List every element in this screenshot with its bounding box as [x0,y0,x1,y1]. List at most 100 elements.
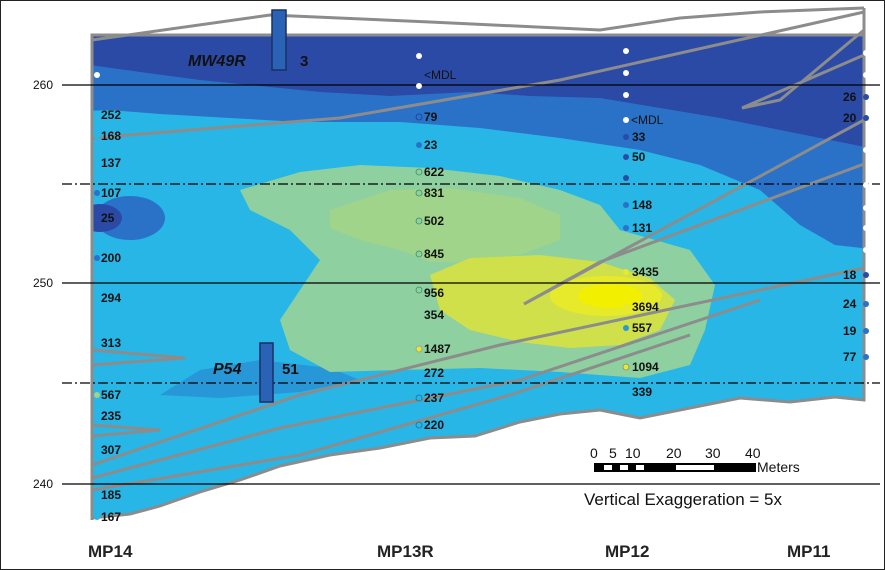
sample-point [863,225,869,231]
value-label: 167 [101,510,121,524]
sample-point [415,113,423,121]
mw49r-value: 3 [300,53,308,70]
sample-point [94,190,100,196]
scale-bar-base [594,463,756,472]
sample-point [623,269,629,275]
well-label-mp11: MP11 [787,542,830,561]
value-label: 24 [843,297,857,311]
value-label: 307 [101,443,121,457]
sample-point [415,168,423,176]
well-label-mp12: MP12 [605,542,649,561]
sample-point [94,255,100,261]
value-label: 20 [843,111,857,125]
value-label: 131 [632,221,652,235]
sample-point [863,301,869,307]
elevation-grid: 260 250 240 [33,78,880,491]
sample-point [94,447,100,453]
boundary-line-6 [91,333,691,492]
contour-blue-right [800,160,864,260]
sample-point [623,117,629,123]
sample-point [863,182,869,188]
sample-point [415,345,423,353]
value-label: 252 [101,108,121,122]
sample-point [622,363,630,371]
sample-point [623,325,629,331]
p54-value: 51 [282,361,299,378]
sample-point [94,392,100,398]
mw49r-label: MW49R [188,53,246,70]
sample-point [863,115,869,121]
scale-tick-label: 5 [609,445,617,461]
sample-point [623,202,629,208]
sample-point [623,92,629,98]
value-label: 77 [843,350,857,364]
sample-point [94,72,100,78]
value-label: 831 [424,186,444,200]
sample-point [94,295,100,301]
boundary-line-5 [91,298,761,480]
mp11-profile: 26 20 18 24 19 77 [843,50,869,364]
sample-point [94,340,100,346]
value-label: 557 [632,321,652,335]
scale-segment [620,465,628,470]
boundary-line-2 [741,28,865,110]
sample-point [623,304,629,310]
sample-point [623,70,629,76]
value-label: 79 [424,110,438,124]
p54-label: P54 [213,361,242,378]
value-label: 50 [632,150,646,164]
sample-point [416,142,422,148]
vertical-exaggeration-note: Vertical Exaggeration = 5x [584,490,782,509]
value-label: 294 [101,291,121,305]
sample-point [94,215,100,221]
sample-point [863,328,869,334]
value-label: 237 [424,391,444,405]
scale-tick-label: 30 [705,445,721,461]
scale-segment [604,465,612,470]
value-label: 18 [843,268,857,282]
scale-tick-label: 20 [666,445,682,461]
mp13r-profile: <MDL 79 23 622 831 502 845 956 354 1487 … [415,53,457,432]
elev-label-240: 240 [33,477,53,491]
value-label: 148 [632,198,652,212]
sample-point [623,48,629,54]
value-label: <MDL [424,68,457,82]
contour-green-light [330,188,560,262]
value-label: 956 [424,286,444,300]
scale-segment [636,465,644,470]
value-label: 845 [424,247,444,261]
scale-tick-label: 10 [625,445,641,461]
well-label-mp14: MP14 [88,542,133,561]
boundary-line-1 [91,10,865,140]
mw49r-screen [271,9,287,71]
value-label: 313 [101,336,121,350]
value-label: 272 [424,366,444,380]
wedge-left-2 [91,423,161,438]
p54-screen [259,342,274,403]
sample-point [863,94,869,100]
value-label: 3694 [632,300,659,314]
scale-segment [676,465,714,470]
value-label: 137 [101,156,121,170]
sample-point [415,394,423,402]
value-label: 235 [101,409,121,423]
sample-point [415,286,423,294]
wedge-left-1 [91,348,186,367]
sample-point [415,189,423,197]
sample-point [94,413,100,419]
monitoring-well-p54: P54 51 [213,342,299,403]
value-label: 339 [632,385,652,399]
value-label: 33 [632,130,646,144]
value-label: 200 [101,251,121,265]
sample-point [863,272,869,278]
value-label: 19 [843,324,857,338]
value-label: 168 [101,129,121,143]
scale-bar: 0 5 10 20 30 40 Meters [590,445,800,475]
monitoring-well-mw49r: MW49R 3 [188,9,308,71]
mp12-profile: <MDL 33 50 148 131 3435 3694 557 1094 33… [622,48,664,399]
scale-tick-label: 40 [745,445,761,461]
value-label: 23 [424,138,438,152]
sample-point [415,250,423,258]
elev-label-260: 260 [33,78,53,92]
sample-point [94,160,100,166]
